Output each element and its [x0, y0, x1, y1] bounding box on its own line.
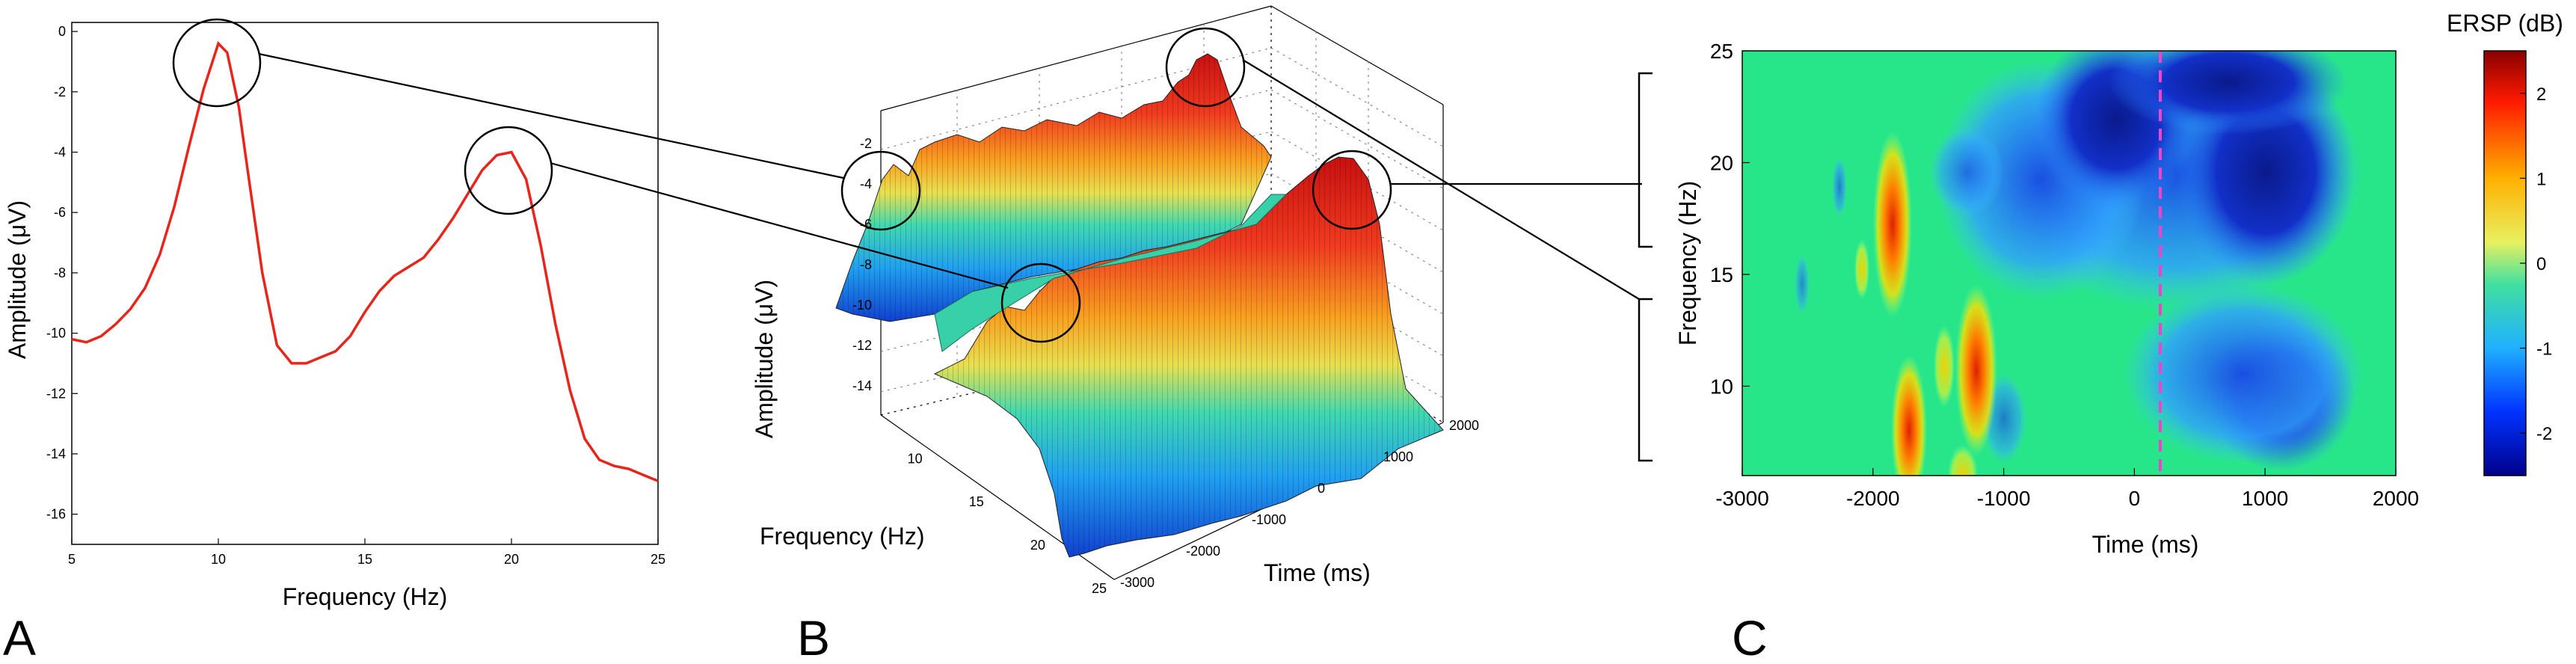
panel-c-x-tick-label: -2000 — [1846, 487, 1900, 510]
panel-a-plot-frame — [71, 22, 659, 545]
panel-a-y-tick-label: -10 — [46, 326, 66, 341]
panel-a-ticks: 5 10 15 20 25 0 -2 -4 -6 -8 -10 -12 -14 -16 — [46, 24, 665, 567]
panel-a-x-tick-label: 10 — [211, 552, 226, 567]
panel-c-colorbar-tick-label: 2 — [2536, 84, 2546, 105]
panel-c-colorbar — [2483, 50, 2527, 476]
panel-b-surface-plot: -3000-2000-100001000200010152025-2-4-6-8… — [751, 5, 1479, 596]
panel-c-colorbar-ticks: 2 1 0 -1 -2 — [2520, 84, 2552, 444]
panel-c-heatmap-image — [1742, 51, 2396, 476]
panel-a-x-tick-label: 25 — [651, 552, 665, 567]
panel-a-y-tick-label: -2 — [54, 84, 66, 99]
panel-b-x-axis-label: Time (ms) — [1264, 559, 1371, 586]
panel-c-y-tick-label: 15 — [1710, 263, 1733, 286]
panel-a-y-tick-label: 0 — [58, 24, 66, 39]
panel-a-spectrum-line — [71, 40, 659, 482]
panel-a-highlight-circle-10hz — [172, 18, 262, 108]
panel-c-bracket-alpha — [1638, 298, 1653, 462]
panel-a-y-tick-label: -16 — [46, 507, 66, 522]
panel-a-y-tick-label: -12 — [46, 386, 66, 401]
panel-label-b: B — [797, 610, 830, 664]
panel-c-colorbar-tick-label: 1 — [2536, 169, 2546, 189]
panel-a-x-tick-label: 5 — [68, 552, 76, 567]
panel-b-highlight-circle-front-left — [840, 150, 921, 231]
panel-label-c: C — [1732, 610, 1768, 664]
panel-c-colorbar-tick-label: 0 — [2536, 254, 2546, 274]
panel-c-bracket-beta — [1638, 72, 1653, 248]
panel-a-x-tick-label: 15 — [357, 552, 372, 567]
panel-b-time-tick-label: -3000 — [1120, 575, 1155, 590]
panel-a-x-axis-label: Frequency (Hz) — [283, 583, 448, 610]
panel-c-x-tick-label: 0 — [2129, 487, 2141, 510]
panel-c-x-axis-label: Time (ms) — [2092, 531, 2199, 558]
panel-b-y-axis-label: Frequency (Hz) — [760, 523, 925, 550]
panel-c-ticks: -3000 -2000 -1000 0 1000 2000 10 15 20 25 — [1710, 40, 2419, 510]
panel-b-amplitude-tick-label: -12 — [852, 338, 872, 353]
panel-c-y-tick-label: 20 — [1710, 151, 1733, 174]
panel-b-time-tick-label: 2000 — [1449, 418, 1479, 433]
panel-a-y-tick-label: -14 — [46, 446, 66, 461]
panel-b-highlight-circle-right-peak — [1312, 150, 1392, 230]
panel-a-line-chart: 5 10 15 20 25 0 -2 -4 -6 -8 -10 -12 -14 -16 Frequency… — [4, 18, 665, 610]
panel-b-amplitude-tick-label: -10 — [852, 298, 872, 313]
panel-b-amplitude-tick-label: -14 — [852, 378, 872, 393]
panel-b-highlight-circle-back-peak — [1165, 27, 1246, 108]
panel-b-z-axis-label: Amplitude (μV) — [751, 280, 778, 438]
panel-b-frequency-tick-label: 20 — [1030, 538, 1045, 553]
panel-c-y-tick-label: 25 — [1710, 40, 1733, 63]
panel-a-highlight-circle-20hz — [464, 126, 553, 215]
panel-c-y-tick-label: 10 — [1710, 375, 1733, 398]
panel-c-y-axis-label: Frequency (Hz) — [1674, 181, 1701, 346]
panel-b-time-tick-label: 0 — [1318, 481, 1325, 496]
panel-b-time-tick-label: -2000 — [1186, 544, 1220, 559]
panel-b-surface-valley — [934, 194, 1288, 352]
panel-b-amplitude-tick-label: -8 — [860, 257, 872, 272]
panel-c-colorbar-title: ERSP (dB) — [2447, 10, 2563, 37]
panel-b-frequency-tick-label: 10 — [908, 451, 923, 466]
panel-a-y-axis-label: Amplitude (μV) — [4, 200, 31, 359]
connector-lines — [258, 52, 1642, 300]
panel-b-amplitude-tick-label: -4 — [860, 176, 872, 191]
panel-c-x-tick-label: 1000 — [2242, 487, 2288, 510]
panel-label-a: A — [3, 610, 36, 664]
panel-c-colorbar-tick-label: -1 — [2536, 339, 2552, 360]
panel-c-x-tick-label: 2000 — [2373, 487, 2419, 510]
panel-a-y-tick-label: -4 — [54, 144, 66, 159]
panel-b-frequency-tick-label: 15 — [969, 494, 984, 509]
panel-b-frequency-tick-label: 25 — [1092, 581, 1107, 596]
panel-a-y-tick-label: -6 — [54, 205, 66, 220]
panel-c-x-tick-label: -1000 — [1977, 487, 2031, 510]
panel-c-x-tick-label: -3000 — [1715, 487, 1769, 510]
panel-a-y-tick-label: -8 — [54, 265, 66, 280]
panel-c-colorbar-tick-label: -2 — [2536, 424, 2552, 444]
panel-b-amplitude-tick-label: -2 — [860, 136, 872, 151]
panel-a-x-tick-label: 20 — [504, 552, 519, 567]
panel-c-plot-frame — [1742, 50, 2397, 476]
panel-b-time-tick-label: 1000 — [1383, 449, 1413, 464]
panel-b-time-tick-label: -1000 — [1252, 512, 1286, 527]
panel-b-highlight-circle-front-mid — [1000, 262, 1081, 343]
